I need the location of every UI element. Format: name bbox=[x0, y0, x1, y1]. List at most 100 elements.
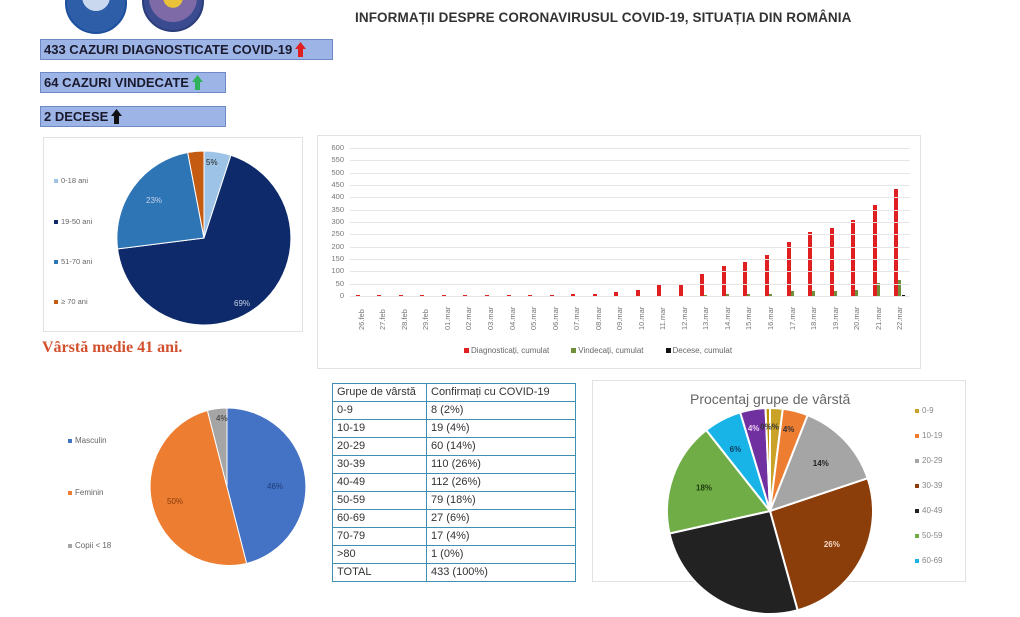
legend-item: 0-18 ani bbox=[54, 176, 88, 185]
y-tick-label: 350 bbox=[331, 204, 344, 214]
pie-slice-label: 0% bbox=[760, 423, 772, 432]
x-tick-label: 14.mar bbox=[722, 306, 732, 330]
legend-swatch bbox=[68, 543, 72, 548]
bar-diagnosed bbox=[592, 293, 597, 296]
x-tick-label: 11.mar bbox=[658, 307, 668, 330]
age-bucket-pie: 5% 69% 23% bbox=[116, 150, 292, 326]
bar-plot-area bbox=[350, 148, 910, 296]
pie-slice-label: 26% bbox=[824, 540, 840, 549]
table-cell: 17 (4%) bbox=[426, 527, 576, 546]
bar-diagnosed bbox=[463, 295, 468, 296]
bar-diagnosed bbox=[765, 254, 769, 296]
legend-swatch bbox=[915, 558, 919, 563]
bar-diagnosed bbox=[571, 294, 576, 296]
age-group-pie: 2% 4%14%26%18%6%4% 0% bbox=[666, 406, 874, 615]
legend-item: 20-29 bbox=[915, 448, 975, 473]
legend-item: ≥ 70 ani bbox=[54, 297, 88, 306]
x-tick-label: 21.mar bbox=[873, 306, 883, 330]
table-row: 0-9 8 (2%) bbox=[332, 401, 576, 420]
x-tick-label: 07.mar bbox=[572, 306, 582, 330]
legend-swatch bbox=[54, 178, 58, 183]
pie-slice-label: 4% bbox=[783, 425, 795, 434]
pie-slice bbox=[768, 413, 869, 513]
stat-diagnosed: 433 CAZURI DIAGNOSTICATE COVID-19 bbox=[40, 39, 333, 60]
svg-text:46%: 46% bbox=[267, 482, 283, 491]
gridline bbox=[350, 148, 910, 149]
column-header: Grupe de vârstă bbox=[332, 383, 427, 402]
table-cell: 79 (18%) bbox=[426, 491, 576, 510]
legend-item: Decese, cumulat bbox=[665, 346, 732, 355]
table-cell: 19 (4%) bbox=[426, 419, 576, 438]
legend-item: Vindecați, cumulat bbox=[571, 346, 644, 355]
x-tick-label: 22.mar bbox=[895, 306, 905, 330]
legend-swatch bbox=[54, 219, 58, 224]
legend-swatch bbox=[54, 259, 58, 264]
bar-diagnosed bbox=[786, 242, 791, 296]
y-tick-label: 50 bbox=[335, 278, 344, 288]
x-tick-label: 19.mar bbox=[830, 306, 840, 330]
gridline bbox=[350, 172, 910, 174]
bar-diagnosed bbox=[485, 295, 489, 296]
x-tick-label: 03.mar bbox=[486, 306, 495, 330]
cases-bar-chart-panel: Diagnosticați, cumulat Vindecați, cumula… bbox=[317, 135, 921, 369]
bar-diagnosed bbox=[808, 231, 813, 296]
table-cell: 8 (2%) bbox=[426, 401, 576, 420]
table-cell: 27 (6%) bbox=[426, 509, 576, 528]
bar-recovered bbox=[725, 293, 729, 296]
up-arrow-icon bbox=[111, 109, 123, 124]
legend-swatch bbox=[571, 348, 577, 353]
x-tick-label: 17.mar bbox=[787, 306, 797, 330]
stat-deaths: 2 DECESE bbox=[40, 106, 226, 127]
table-row: TOTAL 433 (100%) bbox=[332, 563, 576, 582]
page-title: INFORMAȚII DESPRE CORONAVIRUSUL COVID-19… bbox=[355, 10, 852, 25]
table-cell: 110 (26%) bbox=[426, 455, 576, 474]
table-row: 30-39 110 (26%) bbox=[332, 455, 576, 474]
bar-diagnosed bbox=[528, 295, 533, 296]
age-bucket-pie-panel: 0-18 ani 19-50 ani 51-70 ani ≥ 70 ani 5%… bbox=[43, 137, 303, 332]
bar-recovered bbox=[898, 280, 902, 296]
legend-swatch bbox=[68, 490, 72, 495]
bar-diagnosed bbox=[441, 295, 446, 296]
legend-item: 50-59 bbox=[915, 523, 975, 548]
average-age-note: Vârstă medie 41 ani. bbox=[42, 339, 183, 356]
table-row: >80 1 (0%) bbox=[332, 545, 576, 564]
legend-item: Copii < 18 bbox=[68, 541, 111, 550]
up-arrow-icon bbox=[295, 42, 307, 57]
y-tick-label: 600 bbox=[331, 143, 344, 152]
bar-diagnosed bbox=[355, 295, 360, 296]
table-cell: 20-29 bbox=[332, 437, 427, 456]
x-tick-label: 10.mar bbox=[636, 306, 646, 330]
x-tick-label: 26.feb bbox=[356, 309, 366, 330]
bar-diagnosed bbox=[549, 294, 554, 296]
bar-recovered bbox=[833, 291, 837, 296]
ministry-logo-2 bbox=[142, 0, 204, 32]
legend-item: Feminin bbox=[68, 488, 103, 497]
x-tick-label: 18.mar bbox=[809, 306, 819, 330]
x-tick-label: 02.mar bbox=[464, 306, 474, 330]
table-cell: 10-19 bbox=[332, 419, 427, 438]
table-row: 60-69 27 (6%) bbox=[332, 509, 576, 528]
gridline bbox=[350, 185, 910, 186]
x-tick-label: 09.mar bbox=[615, 306, 625, 330]
pie-slice bbox=[764, 406, 771, 512]
table-cell: 40-49 bbox=[332, 473, 427, 492]
gender-pie-panel: Masculin Feminin Copii < 18 46% 50% 4% bbox=[43, 398, 313, 574]
gridline bbox=[350, 209, 910, 211]
x-tick-label: 20.mar bbox=[852, 306, 862, 330]
age-group-pie-legend: 0-9 10-19 20-29 30-39 40-49 50-59 60-69 bbox=[915, 398, 975, 573]
y-tick-label: 250 bbox=[331, 229, 344, 239]
legend-swatch bbox=[915, 458, 919, 463]
bar-recovered bbox=[790, 291, 794, 296]
x-tick-label: 27.feb bbox=[378, 309, 388, 330]
y-tick-label: 0 bbox=[339, 291, 344, 300]
bar-diagnosed bbox=[743, 261, 748, 296]
column-header: Confirmați cu COVID-19 bbox=[426, 383, 576, 402]
x-tick-label: 29.feb bbox=[421, 309, 431, 330]
svg-text:5%: 5% bbox=[206, 158, 218, 167]
y-tick-label: 400 bbox=[331, 192, 344, 202]
table-cell: 50-59 bbox=[332, 491, 427, 510]
gridline bbox=[350, 296, 910, 297]
bar-diagnosed bbox=[377, 295, 382, 296]
gridline bbox=[350, 160, 910, 162]
pie-slice-label: 14% bbox=[813, 459, 829, 468]
